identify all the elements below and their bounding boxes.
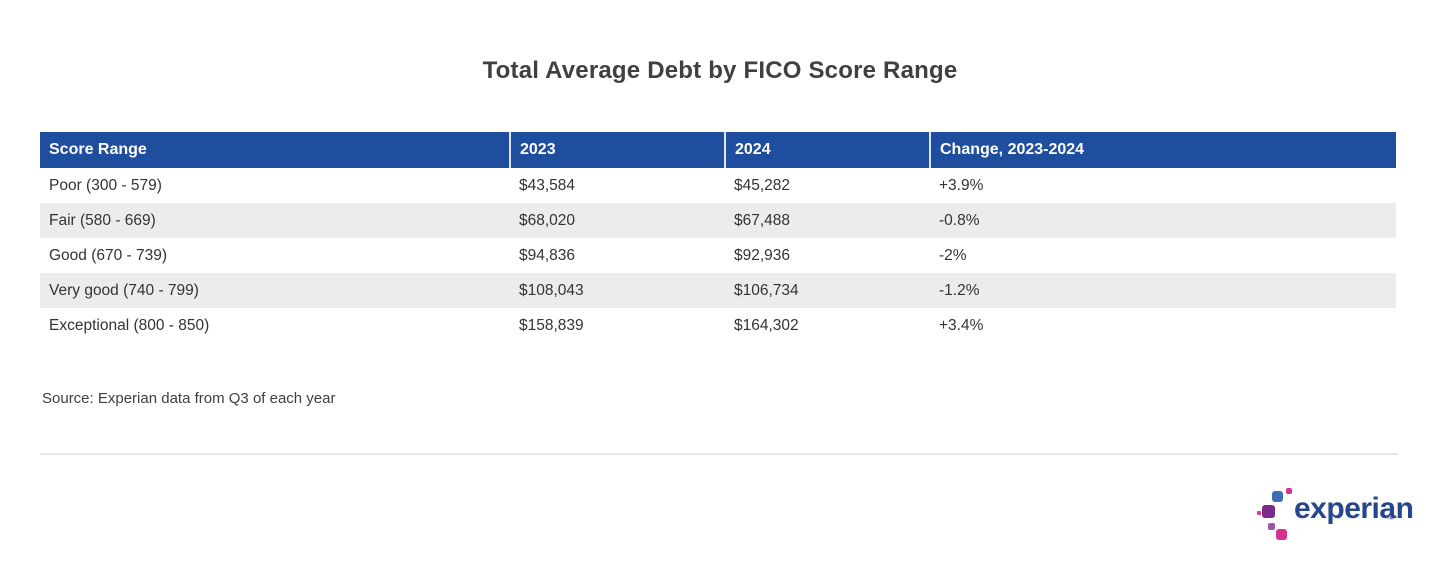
trademark-symbol: ™ [1386,515,1394,524]
table-row: Good (670 - 739) $94,836 $92,936 -2% [40,238,1396,273]
cell-change-value: -1.2% [939,281,980,299]
cell-change-value: +3.9% [939,176,984,194]
cell-score-range: Very good (740 - 799) [49,281,199,299]
cell-change-value: +3.4% [939,316,984,334]
cell-2024-value: $45,282 [734,176,791,194]
column-header-2024: 2024 [724,132,930,168]
cell-score-range: Poor (300 - 579) [49,176,162,194]
cell-2024-value: $106,734 [734,281,799,299]
logo-square-purple-icon [1262,505,1275,518]
table-row: Fair (580 - 669) $68,020 $67,488 -0.8% [40,203,1396,238]
chart-title: Total Average Debt by FICO Score Range [482,57,958,84]
cell-score-range: Exceptional (800 - 850) [49,316,210,334]
experian-wordmark: experian [1294,492,1414,525]
table-header-row: Score Range 2023 2024 Change, 2023-2024 [40,132,1396,168]
experian-logo: experian ™ [1256,480,1414,544]
table-row: Exceptional (800 - 850) $158,839 $164,30… [40,308,1396,343]
logo-square-violet-small-icon [1268,523,1275,530]
cell-change-value: -2% [939,246,967,264]
cell-2024-value: $67,488 [734,211,791,229]
cell-2024-value: $92,936 [734,246,791,264]
cell-2023-value: $158,839 [519,316,584,334]
column-header-score-range: Score Range [40,132,510,168]
cell-2023-value: $43,584 [519,176,576,194]
cell-2024-value: $164,302 [734,316,799,334]
column-header-2023: 2023 [509,132,725,168]
cell-2023-value: $108,043 [519,281,584,299]
column-header-change: Change, 2023-2024 [929,132,1396,168]
source-note: Source: Experian data from Q3 of each ye… [42,390,336,407]
cell-change-value: -0.8% [939,211,980,229]
cell-score-range: Good (670 - 739) [49,246,168,264]
cell-2023-value: $94,836 [519,246,576,264]
debt-table: Score Range 2023 2024 Change, 2023-2024 … [40,132,1396,343]
logo-square-pink-tiny-icon [1257,511,1261,515]
debt-table-container: Score Range 2023 2024 Change, 2023-2024 … [40,132,1396,343]
logo-square-magenta-icon [1276,529,1287,540]
logo-square-magenta-small-icon [1286,488,1292,494]
footer-divider [40,453,1398,455]
table-row: Poor (300 - 579) $43,584 $45,282 +3.9% [40,168,1396,203]
cell-2023-value: $68,020 [519,211,576,229]
table-row: Very good (740 - 799) $108,043 $106,734 … [40,273,1396,308]
logo-square-blue-icon [1272,491,1283,502]
cell-score-range: Fair (580 - 669) [49,211,156,229]
